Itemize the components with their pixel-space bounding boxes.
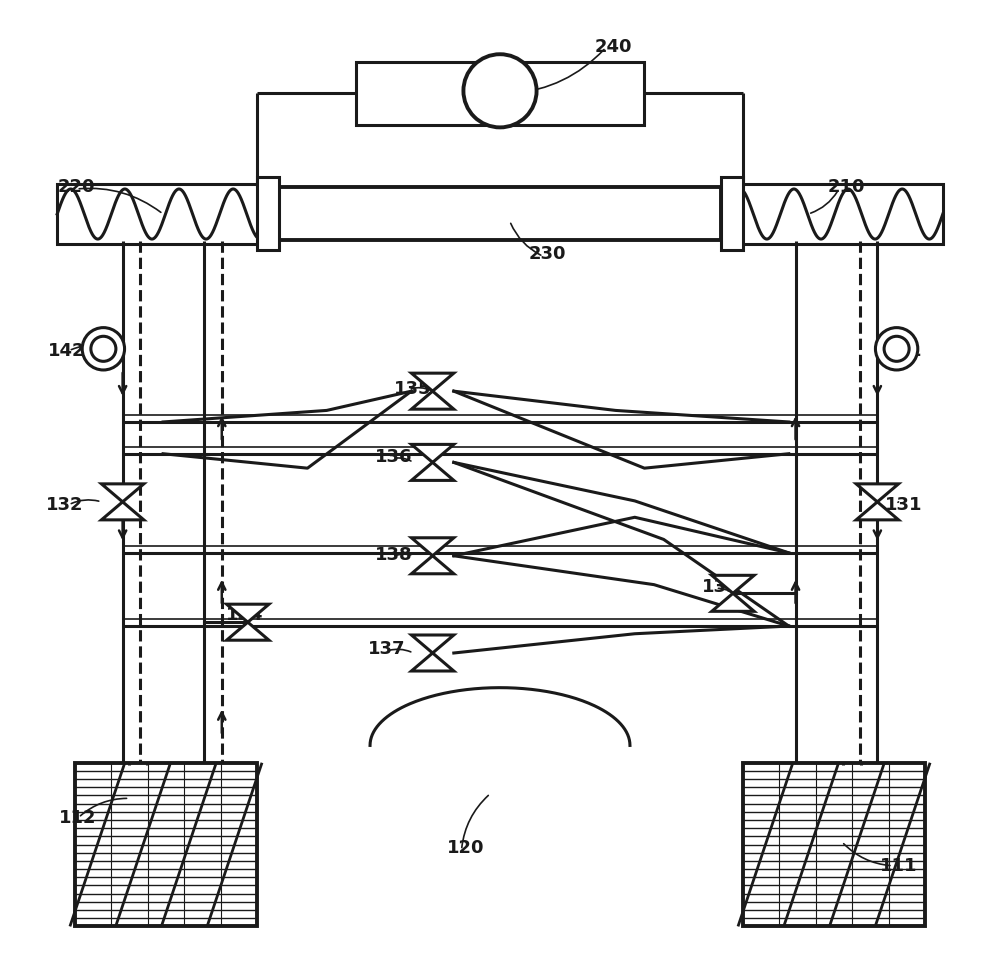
Text: 133: 133 bbox=[702, 578, 740, 595]
Polygon shape bbox=[411, 635, 454, 653]
Circle shape bbox=[875, 327, 918, 370]
Bar bbox=[356, 62, 644, 124]
Text: 132: 132 bbox=[46, 496, 83, 514]
Polygon shape bbox=[227, 604, 269, 622]
Text: 141: 141 bbox=[885, 342, 923, 359]
Text: 230: 230 bbox=[529, 246, 566, 263]
Polygon shape bbox=[227, 622, 269, 640]
Polygon shape bbox=[101, 484, 144, 502]
Bar bbox=[726, 184, 943, 244]
Polygon shape bbox=[411, 391, 454, 409]
Text: 210: 210 bbox=[827, 178, 865, 196]
Text: 142: 142 bbox=[48, 342, 85, 359]
Bar bbox=[279, 187, 721, 240]
Text: 137: 137 bbox=[368, 640, 406, 658]
Polygon shape bbox=[411, 373, 454, 391]
Polygon shape bbox=[411, 445, 454, 462]
Polygon shape bbox=[411, 555, 454, 574]
Text: 120: 120 bbox=[447, 839, 485, 857]
Text: 220: 220 bbox=[57, 178, 95, 196]
Circle shape bbox=[91, 336, 116, 361]
Text: 240: 240 bbox=[594, 39, 632, 56]
Polygon shape bbox=[101, 502, 144, 519]
Text: 134: 134 bbox=[226, 607, 263, 624]
Text: 138: 138 bbox=[375, 546, 412, 564]
Polygon shape bbox=[411, 462, 454, 481]
Polygon shape bbox=[712, 593, 754, 612]
Polygon shape bbox=[712, 575, 754, 593]
Text: 112: 112 bbox=[59, 809, 97, 826]
Bar bbox=[721, 178, 743, 250]
Text: 131: 131 bbox=[885, 496, 923, 514]
Polygon shape bbox=[411, 538, 454, 555]
Polygon shape bbox=[411, 653, 454, 671]
Text: 111: 111 bbox=[880, 856, 918, 875]
Bar bbox=[257, 178, 279, 250]
Text: 136: 136 bbox=[375, 448, 412, 466]
Bar bbox=[57, 184, 274, 244]
Bar bbox=[75, 763, 257, 926]
Circle shape bbox=[884, 336, 909, 361]
Circle shape bbox=[82, 327, 125, 370]
Text: 135: 135 bbox=[394, 381, 432, 398]
Bar bbox=[743, 763, 925, 926]
Circle shape bbox=[463, 54, 537, 127]
Polygon shape bbox=[856, 502, 899, 519]
Polygon shape bbox=[856, 484, 899, 502]
